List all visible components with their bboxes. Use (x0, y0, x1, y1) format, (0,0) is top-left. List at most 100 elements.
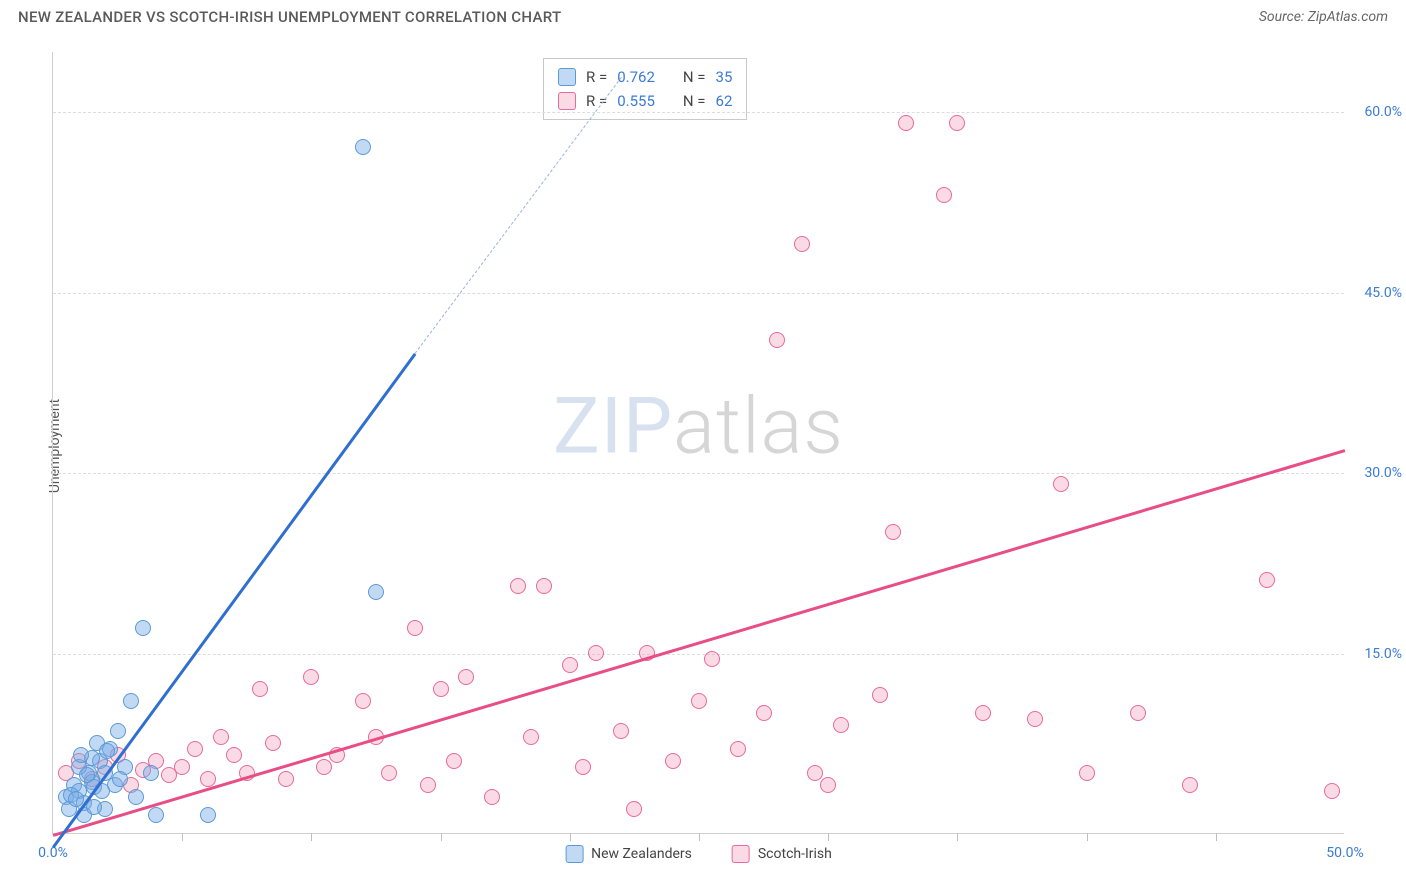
legend-swatch (558, 68, 576, 86)
legend-item: New Zealanders (565, 845, 692, 863)
scatter-point-new-zealander (368, 584, 384, 600)
scatter-point-scotch-irish (704, 651, 720, 667)
scatter-point-scotch-irish (626, 801, 642, 817)
scatter-point-scotch-irish (213, 729, 229, 745)
scatter-point-scotch-irish (756, 705, 772, 721)
scatter-point-scotch-irish (316, 759, 332, 775)
scatter-point-scotch-irish (975, 705, 991, 721)
scatter-point-scotch-irish (949, 115, 965, 131)
scatter-point-scotch-irish (523, 729, 539, 745)
source-attribution: Source: ZipAtlas.com (1259, 9, 1388, 25)
scatter-point-scotch-irish (613, 723, 629, 739)
scatter-point-scotch-irish (458, 669, 474, 685)
scatter-point-scotch-irish (562, 657, 578, 673)
correlation-stat-row: R =0.555N =62 (558, 89, 732, 113)
x-minor-tick (699, 833, 700, 841)
scatter-point-scotch-irish (265, 735, 281, 751)
scatter-point-scotch-irish (807, 765, 823, 781)
x-minor-tick (182, 833, 183, 841)
scatter-point-scotch-irish (420, 777, 436, 793)
scatter-point-scotch-irish (665, 753, 681, 769)
scatter-point-scotch-irish (1324, 783, 1340, 799)
scatter-point-scotch-irish (575, 759, 591, 775)
scatter-point-scotch-irish (833, 717, 849, 733)
scatter-point-scotch-irish (200, 771, 216, 787)
scatter-point-new-zealander (135, 620, 151, 636)
x-minor-tick (311, 833, 312, 841)
scatter-point-scotch-irish (381, 765, 397, 781)
correlation-stat-row: R =0.762N =35 (558, 65, 732, 89)
n-label: N = (683, 89, 706, 113)
scatter-point-new-zealander (148, 807, 164, 823)
scatter-point-new-zealander (86, 799, 102, 815)
scatter-point-scotch-irish (303, 669, 319, 685)
scatter-point-scotch-irish (898, 115, 914, 131)
x-minor-tick (957, 833, 958, 841)
watermark-part1: ZIP (553, 381, 673, 472)
gridline-horizontal (53, 654, 1344, 655)
y-tick-label: 30.0% (1352, 465, 1402, 481)
x-minor-tick (828, 833, 829, 841)
n-value: 62 (716, 89, 733, 113)
scatter-point-scotch-irish (936, 187, 952, 203)
scatter-point-new-zealander (123, 693, 139, 709)
correlation-stats-box: R =0.762N =35R =0.555N =62 (543, 58, 747, 120)
scatter-point-scotch-irish (1259, 572, 1275, 588)
scatter-point-scotch-irish (433, 681, 449, 697)
x-tick-label: 50.0% (1326, 845, 1364, 861)
scatter-point-new-zealander (112, 771, 128, 787)
trendline-scotch-irish (53, 449, 1346, 836)
scatter-point-new-zealander (200, 807, 216, 823)
scatter-point-scotch-irish (1182, 777, 1198, 793)
scatter-point-scotch-irish (872, 687, 888, 703)
scatter-point-scotch-irish (730, 741, 746, 757)
scatter-point-scotch-irish (588, 645, 604, 661)
scatter-point-scotch-irish (278, 771, 294, 787)
scatter-point-scotch-irish (446, 753, 462, 769)
legend-swatch (565, 845, 583, 863)
scatter-chart: ZIPatlas R =0.762N =35R =0.555N =62 New … (52, 52, 1344, 834)
scatter-point-new-zealander (128, 789, 144, 805)
legend-swatch (732, 845, 750, 863)
gridline-horizontal (53, 293, 1344, 294)
gridline-horizontal (53, 112, 1344, 113)
scatter-point-scotch-irish (1053, 476, 1069, 492)
r-value: 0.555 (617, 89, 655, 113)
scatter-point-scotch-irish (1027, 711, 1043, 727)
y-tick-label: 15.0% (1352, 646, 1402, 662)
scatter-point-scotch-irish (355, 693, 371, 709)
scatter-point-scotch-irish (769, 332, 785, 348)
watermark-part2: atlas (673, 381, 844, 472)
watermark: ZIPatlas (553, 381, 844, 472)
scatter-point-scotch-irish (510, 578, 526, 594)
r-value: 0.762 (617, 65, 655, 89)
y-tick-label: 60.0% (1352, 104, 1402, 120)
x-minor-tick (570, 833, 571, 841)
x-minor-tick (1216, 833, 1217, 841)
scatter-point-scotch-irish (187, 741, 203, 757)
scatter-point-new-zealander (99, 743, 115, 759)
scatter-point-new-zealander (73, 747, 89, 763)
legend-label: New Zealanders (591, 846, 692, 862)
scatter-point-scotch-irish (252, 681, 268, 697)
gridline-horizontal (53, 473, 1344, 474)
scatter-point-scotch-irish (1130, 705, 1146, 721)
scatter-point-scotch-irish (407, 620, 423, 636)
chart-legend: New Zealanders Scotch-Irish (565, 845, 832, 863)
legend-item: Scotch-Irish (732, 845, 832, 863)
scatter-point-new-zealander (79, 767, 95, 783)
scatter-point-new-zealander (143, 765, 159, 781)
scatter-point-scotch-irish (885, 524, 901, 540)
scatter-point-scotch-irish (226, 747, 242, 763)
scatter-point-new-zealander (355, 139, 371, 155)
scatter-point-scotch-irish (794, 236, 810, 252)
n-label: N = (683, 65, 706, 89)
scatter-point-scotch-irish (174, 759, 190, 775)
legend-swatch (558, 92, 576, 110)
scatter-point-scotch-irish (536, 578, 552, 594)
n-value: 35 (716, 65, 733, 89)
x-minor-tick (441, 833, 442, 841)
scatter-point-scotch-irish (820, 777, 836, 793)
chart-title: NEW ZEALANDER VS SCOTCH-IRISH UNEMPLOYME… (18, 8, 561, 26)
x-minor-tick (1087, 833, 1088, 841)
